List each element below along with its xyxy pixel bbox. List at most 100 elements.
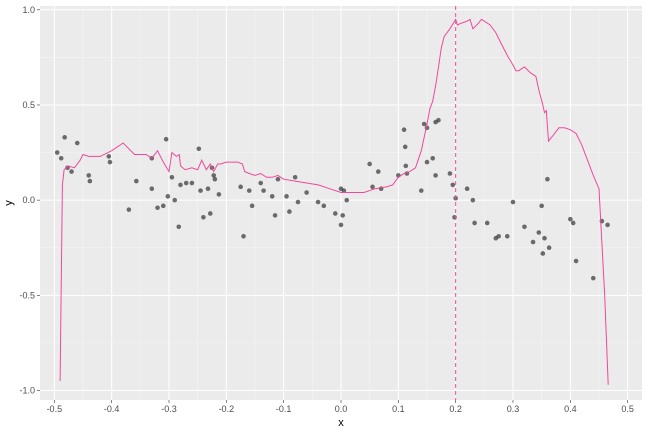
data-point xyxy=(370,184,375,190)
data-point xyxy=(464,186,470,192)
data-point xyxy=(62,135,67,140)
data-point xyxy=(165,194,171,199)
data-point xyxy=(321,203,327,209)
data-point xyxy=(292,175,298,180)
x-tick-label: 0.4 xyxy=(564,404,577,414)
y-axis-ticks: -1.0 -0.5 0.0 0.5 1.0 xyxy=(19,5,40,395)
x-tick-label: -0.1 xyxy=(276,404,292,414)
data-point xyxy=(546,245,552,251)
data-point xyxy=(183,180,189,186)
y-tick-label: -0.5 xyxy=(19,290,35,300)
data-point xyxy=(510,199,516,205)
data-point xyxy=(403,163,409,169)
data-point xyxy=(315,199,321,205)
data-point xyxy=(433,173,438,178)
data-point xyxy=(472,220,477,226)
data-point xyxy=(484,220,490,226)
data-point xyxy=(418,188,424,193)
data-point xyxy=(211,173,217,178)
data-point xyxy=(401,127,407,133)
data-point xyxy=(65,165,70,171)
data-point xyxy=(605,222,610,228)
data-point xyxy=(367,161,372,167)
y-tick-label: 0.0 xyxy=(22,195,35,205)
x-tick-label: -0.4 xyxy=(104,404,120,414)
data-point xyxy=(238,184,243,190)
data-points xyxy=(54,117,610,281)
data-point xyxy=(163,136,169,142)
data-point xyxy=(570,220,576,226)
data-point xyxy=(545,176,550,182)
data-point xyxy=(149,186,155,192)
data-point xyxy=(106,154,112,159)
data-point xyxy=(249,203,255,209)
data-point xyxy=(246,188,252,193)
data-point xyxy=(424,159,430,165)
data-point xyxy=(134,178,139,184)
data-point xyxy=(275,176,281,182)
data-point xyxy=(447,171,453,176)
data-point xyxy=(332,211,338,216)
data-point xyxy=(198,188,203,193)
data-point xyxy=(338,222,344,228)
data-point xyxy=(496,234,501,239)
data-point xyxy=(539,203,544,209)
y-axis-title: y xyxy=(3,200,15,206)
x-tick-label: 0.3 xyxy=(507,404,520,414)
data-point xyxy=(269,194,275,199)
data-point xyxy=(284,194,289,199)
data-point xyxy=(107,159,113,165)
data-point xyxy=(241,234,246,239)
data-point xyxy=(450,182,456,188)
x-tick-label: 0.2 xyxy=(449,404,462,414)
data-point xyxy=(69,169,74,174)
data-point xyxy=(540,251,546,256)
x-axis-ticks: -0.5 -0.4 -0.3 -0.2 -0.1 0.0 0.1 0.2 0.3 0.4 0.5 xyxy=(47,400,634,414)
y-tick-label: 1.0 xyxy=(22,5,35,15)
data-point xyxy=(287,209,292,214)
data-point xyxy=(436,117,441,123)
data-point xyxy=(295,199,301,205)
data-point xyxy=(201,214,206,220)
data-point xyxy=(430,155,436,161)
data-point xyxy=(196,146,202,152)
data-point xyxy=(261,188,266,193)
data-point xyxy=(272,213,278,218)
data-point xyxy=(176,224,182,230)
data-point xyxy=(207,211,213,216)
data-point xyxy=(590,275,596,281)
x-axis-title: x xyxy=(338,417,344,429)
y-tick-label: -1.0 xyxy=(19,385,35,395)
data-point xyxy=(86,173,92,178)
y-tick-label: 0.5 xyxy=(22,100,35,110)
data-point xyxy=(344,197,350,203)
data-point xyxy=(504,234,510,239)
data-point xyxy=(205,186,211,192)
data-point xyxy=(54,150,60,155)
data-point xyxy=(160,203,166,209)
data-point xyxy=(542,235,547,241)
data-point xyxy=(189,180,195,186)
x-tick-label: 0.0 xyxy=(335,404,348,414)
data-point xyxy=(216,192,222,197)
data-point xyxy=(568,216,573,222)
data-point xyxy=(341,188,347,193)
data-point xyxy=(74,140,80,146)
data-point xyxy=(126,207,132,212)
data-point xyxy=(470,197,476,203)
data-point xyxy=(304,190,309,195)
data-point xyxy=(87,178,93,184)
x-tick-label: 0.1 xyxy=(392,404,405,414)
data-point xyxy=(530,239,536,245)
data-point xyxy=(58,155,64,161)
x-tick-label: -0.5 xyxy=(47,404,63,414)
data-point xyxy=(522,224,527,230)
x-tick-label: -0.2 xyxy=(219,404,235,414)
data-point xyxy=(536,230,542,235)
fitted-line xyxy=(59,18,609,385)
data-point xyxy=(178,182,183,188)
data-point xyxy=(573,258,579,264)
x-tick-label: 0.5 xyxy=(621,404,634,414)
data-point xyxy=(155,205,160,211)
